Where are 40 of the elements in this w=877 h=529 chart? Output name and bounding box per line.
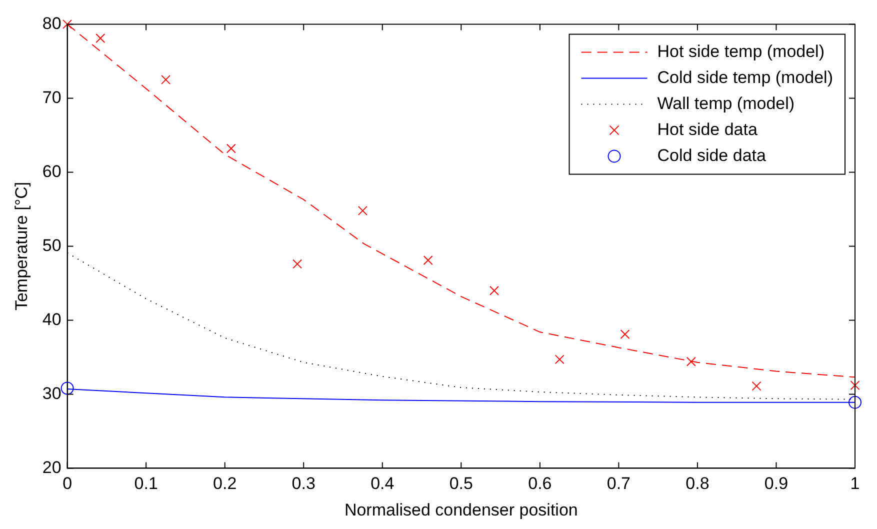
y-tick-label: 40 (42, 310, 62, 329)
point (848, 396, 862, 409)
y-tick-label: 30 (42, 384, 62, 403)
y-axis-title: Temperature [°C] (12, 182, 31, 311)
point (752, 381, 762, 391)
x-tick-label: 0.2 (213, 474, 237, 494)
x-tick-label: 0.1 (134, 474, 158, 494)
x-tick-label: 0.6 (528, 474, 552, 494)
point (554, 354, 564, 364)
point (292, 259, 302, 269)
point (489, 286, 499, 296)
y-tick-label: 60 (42, 162, 62, 181)
point (620, 330, 630, 340)
legend-label: Cold side data (657, 146, 766, 165)
x-tick-label: 0.7 (606, 474, 631, 494)
point (226, 144, 236, 154)
x-tick-label: 1 (850, 474, 860, 494)
y-tick-label: 80 (42, 14, 62, 33)
x-tick-label: 0.3 (292, 474, 316, 494)
point (96, 34, 106, 44)
legend-label: Hot side data (657, 120, 758, 139)
legend-label: Hot side temp (model) (657, 42, 824, 61)
y-tick-label: 20 (42, 458, 62, 477)
x-axis-title: Normalised condenser position (344, 500, 578, 520)
point (62, 19, 72, 29)
point (60, 382, 74, 395)
y-tick-label: 70 (42, 88, 62, 107)
point (161, 74, 171, 84)
legend-label: Cold side temp (model) (657, 68, 834, 87)
x-tick-label: 0 (62, 474, 72, 494)
point (686, 356, 696, 366)
legend-label: Wall temp (model) (657, 94, 795, 113)
x-tick-label: 0.5 (449, 474, 473, 494)
point (358, 206, 368, 216)
y-tick-label: 50 (42, 236, 62, 255)
point (423, 256, 433, 266)
x-tick-label: 0.4 (370, 474, 394, 494)
x-tick-label: 0.9 (764, 474, 788, 494)
point (850, 380, 860, 390)
x-tick-label: 0.8 (686, 474, 710, 494)
